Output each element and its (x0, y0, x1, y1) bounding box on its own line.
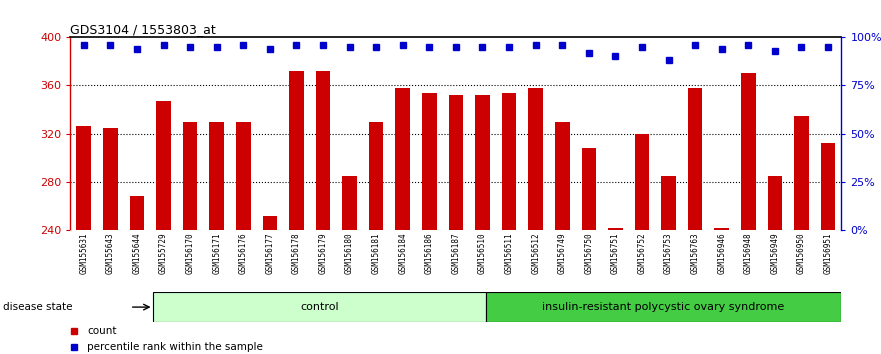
Bar (555, 121, 569, 230)
Text: GSM156510: GSM156510 (478, 232, 487, 274)
Text: GSM156951: GSM156951 (824, 232, 833, 274)
Bar (448, 95, 463, 230)
Text: count: count (87, 326, 117, 336)
Text: GSM156749: GSM156749 (558, 232, 566, 274)
Text: control: control (300, 302, 339, 312)
Bar (289, 71, 304, 230)
Text: GSM156946: GSM156946 (717, 232, 726, 274)
Bar (485, 292, 841, 322)
Bar (77, 126, 91, 230)
Bar (182, 121, 197, 230)
Text: GSM155644: GSM155644 (132, 232, 142, 274)
Text: GSM156181: GSM156181 (372, 232, 381, 274)
Text: GSM156177: GSM156177 (265, 232, 274, 274)
Bar (343, 176, 357, 230)
Text: GSM156751: GSM156751 (611, 232, 620, 274)
Bar (714, 228, 729, 230)
Text: GSM155631: GSM155631 (79, 232, 88, 274)
Text: GSM156187: GSM156187 (451, 232, 461, 274)
Bar (210, 121, 224, 230)
Text: GSM156179: GSM156179 (319, 232, 328, 274)
Text: GSM156763: GSM156763 (691, 232, 700, 274)
Text: GSM156186: GSM156186 (425, 232, 433, 274)
Bar (422, 93, 437, 230)
Text: GSM156512: GSM156512 (531, 232, 540, 274)
Text: GSM156752: GSM156752 (638, 232, 647, 274)
Text: GSM156180: GSM156180 (345, 232, 354, 274)
Bar (821, 143, 835, 230)
Bar (634, 133, 649, 230)
Bar (263, 216, 278, 230)
Bar (581, 148, 596, 230)
Text: GSM156171: GSM156171 (212, 232, 221, 274)
Text: GSM156949: GSM156949 (770, 232, 780, 274)
Text: GSM156753: GSM156753 (664, 232, 673, 274)
Bar (741, 73, 756, 230)
Bar (608, 228, 623, 230)
Bar (529, 88, 543, 230)
Bar (153, 292, 485, 322)
Text: percentile rank within the sample: percentile rank within the sample (87, 342, 263, 352)
Bar (502, 93, 516, 230)
Bar (396, 88, 410, 230)
Text: GSM156176: GSM156176 (239, 232, 248, 274)
Bar (236, 121, 250, 230)
Text: disease state: disease state (4, 302, 73, 312)
Text: GSM156750: GSM156750 (584, 232, 593, 274)
Bar (156, 101, 171, 230)
Text: GSM156170: GSM156170 (186, 232, 195, 274)
Text: GSM156184: GSM156184 (398, 232, 407, 274)
Text: GSM156950: GSM156950 (797, 232, 806, 274)
Bar (688, 88, 702, 230)
Text: GSM156948: GSM156948 (744, 232, 753, 274)
Text: insulin-resistant polycystic ovary syndrome: insulin-resistant polycystic ovary syndr… (543, 302, 785, 312)
Bar (794, 115, 809, 230)
Text: GSM155729: GSM155729 (159, 232, 168, 274)
Bar (767, 176, 782, 230)
Bar (369, 121, 383, 230)
Text: GDS3104 / 1553803_at: GDS3104 / 1553803_at (70, 23, 216, 36)
Bar (315, 71, 330, 230)
Text: GSM156178: GSM156178 (292, 232, 301, 274)
Bar (103, 127, 118, 230)
Text: GSM155643: GSM155643 (106, 232, 115, 274)
Bar (475, 95, 490, 230)
Bar (662, 176, 676, 230)
Text: GSM156511: GSM156511 (505, 232, 514, 274)
Bar (130, 196, 144, 230)
